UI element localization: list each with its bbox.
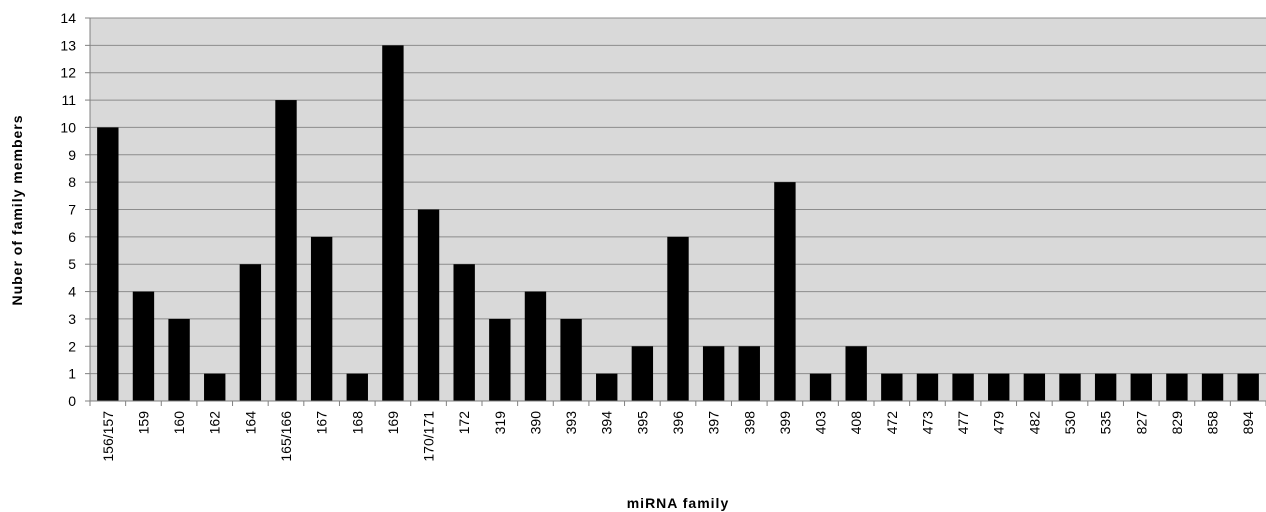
- y-tick-label: 5: [68, 256, 76, 272]
- bar: [97, 127, 119, 401]
- bar: [738, 346, 760, 401]
- y-tick-label: 8: [68, 174, 76, 190]
- x-tick-label: 399: [777, 411, 793, 435]
- bar: [489, 318, 511, 401]
- bar: [631, 346, 654, 401]
- bar: [168, 318, 190, 401]
- x-tick-label: 472: [884, 411, 900, 435]
- bar: [845, 346, 867, 401]
- x-tick-label: 473: [919, 411, 935, 435]
- bar: [667, 236, 689, 401]
- y-tick-label: 2: [68, 338, 76, 354]
- x-tick-label: 160: [171, 411, 187, 435]
- bar: [596, 373, 618, 401]
- y-tick-label: 0: [68, 393, 76, 409]
- bar: [346, 373, 368, 401]
- x-tick-label: 162: [207, 411, 223, 435]
- x-tick-label: 168: [349, 411, 365, 435]
- x-tick-label: 479: [991, 411, 1007, 435]
- bar: [809, 373, 832, 401]
- x-tick-label: 535: [1098, 411, 1114, 435]
- bar: [988, 373, 1010, 401]
- bar: [382, 45, 404, 401]
- bar: [1237, 373, 1259, 401]
- y-tick-label: 7: [68, 202, 76, 218]
- y-tick-label: 10: [60, 119, 76, 135]
- y-tick-label: 12: [60, 65, 76, 81]
- bar: [560, 318, 582, 401]
- y-tick-label: 1: [68, 366, 76, 382]
- bars: [97, 45, 1259, 402]
- y-tick-label: 11: [61, 92, 76, 108]
- bar: [1094, 373, 1117, 401]
- bar: [952, 373, 974, 401]
- x-tick-label: 403: [813, 411, 829, 435]
- x-tick-label: 398: [741, 411, 757, 435]
- x-tick-label: 164: [242, 411, 258, 435]
- bar: [1201, 373, 1224, 401]
- x-tick-label: 394: [599, 411, 615, 435]
- x-tick-label: 390: [527, 411, 543, 435]
- bar: [1166, 373, 1188, 401]
- bar: [1023, 373, 1046, 401]
- x-axis-tick-labels: 156/157 159 160 162 164 165/166 167 168 169 170/1…: [100, 411, 1256, 462]
- bar: [702, 346, 725, 401]
- bar: [204, 373, 226, 401]
- x-tick-label: 829: [1169, 411, 1185, 435]
- y-tick-label: 14: [60, 10, 76, 26]
- x-tick-label: 319: [492, 411, 508, 435]
- y-tick-label: 9: [68, 147, 76, 163]
- x-tick-label: 169: [385, 411, 401, 435]
- x-tick-label: 530: [1062, 411, 1078, 435]
- bar: [1059, 373, 1081, 401]
- x-tick-label: 894: [1240, 411, 1256, 435]
- x-axis-title: miRNA family: [627, 495, 730, 511]
- x-tick-label: 165/166: [278, 411, 294, 462]
- bar: [453, 264, 475, 401]
- x-tick-label: 172: [456, 411, 472, 435]
- bar: [524, 291, 547, 401]
- x-tick-label: 397: [706, 411, 722, 435]
- x-tick-label: 393: [563, 411, 579, 435]
- x-tick-label: 858: [1205, 411, 1221, 435]
- x-tick-label: 408: [848, 411, 864, 435]
- y-tick-label: 4: [68, 284, 76, 300]
- bar: [132, 291, 155, 401]
- x-tick-label: 827: [1133, 411, 1149, 435]
- x-tick-label: 170/171: [421, 411, 437, 462]
- bar: [310, 236, 333, 401]
- bar: [1130, 373, 1152, 401]
- bar: [774, 182, 796, 401]
- axes: [89, 18, 1266, 406]
- bar: [916, 373, 939, 401]
- x-tick-label: 156/157: [100, 411, 116, 462]
- bar: [239, 264, 262, 401]
- y-tick-label: 3: [68, 311, 76, 327]
- x-tick-label: 477: [955, 411, 971, 435]
- x-tick-label: 395: [634, 411, 650, 435]
- bar: [881, 373, 903, 401]
- y-tick-label: 6: [68, 229, 76, 245]
- x-tick-label: 396: [670, 411, 686, 435]
- x-tick-label: 159: [135, 411, 151, 435]
- x-tick-label: 482: [1026, 411, 1042, 435]
- bar: [417, 209, 440, 401]
- y-axis-title: Nuber of family members: [9, 114, 25, 305]
- x-tick-label: 167: [314, 411, 330, 435]
- bar: [275, 100, 297, 402]
- y-tick-label: 13: [60, 37, 76, 53]
